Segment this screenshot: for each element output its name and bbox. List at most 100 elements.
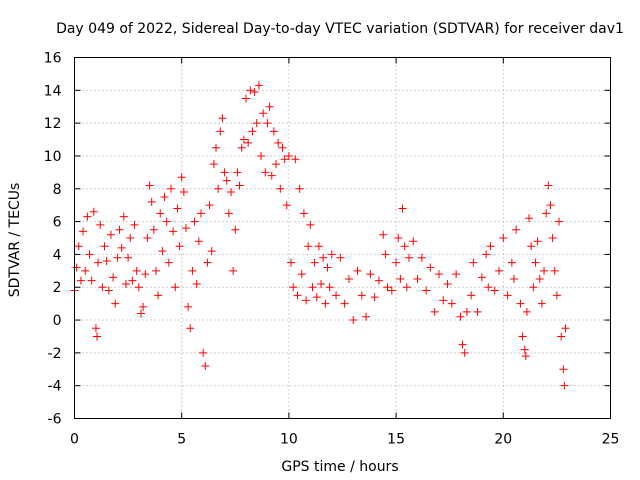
data-point xyxy=(512,225,521,234)
data-point xyxy=(237,143,246,152)
data-point xyxy=(443,279,452,288)
data-point xyxy=(546,201,555,210)
data-point xyxy=(533,237,542,246)
data-point xyxy=(291,155,300,164)
data-point xyxy=(126,234,135,242)
data-point xyxy=(218,114,227,123)
data-point xyxy=(274,138,283,147)
data-point xyxy=(312,293,321,302)
data-point xyxy=(104,286,113,295)
data-point xyxy=(265,102,274,111)
data-point xyxy=(173,204,182,213)
data-point xyxy=(340,299,349,308)
data-point xyxy=(507,258,516,267)
data-point xyxy=(261,168,270,177)
data-point xyxy=(370,293,379,302)
data-point xyxy=(557,332,566,341)
data-point xyxy=(100,242,109,251)
data-point xyxy=(314,242,323,251)
data-point xyxy=(460,348,469,357)
data-point xyxy=(134,283,143,292)
y-tick-label: 16 xyxy=(44,51,62,67)
data-point xyxy=(242,94,251,103)
data-point xyxy=(169,227,178,236)
data-points xyxy=(70,81,570,390)
data-point xyxy=(259,109,268,118)
data-point xyxy=(535,275,544,284)
data-point xyxy=(227,188,236,197)
data-point xyxy=(278,143,287,152)
data-point xyxy=(248,127,257,136)
data-point xyxy=(357,291,366,300)
data-point xyxy=(147,197,156,206)
data-point xyxy=(374,276,383,285)
data-point xyxy=(362,312,371,321)
data-point xyxy=(115,225,124,234)
data-point xyxy=(149,225,158,234)
y-ticks: -6 -4 -2 0 2 4 6 8 10 12 14 16 xyxy=(44,51,611,428)
data-point xyxy=(121,279,130,288)
data-point xyxy=(184,302,193,311)
data-point xyxy=(214,184,223,193)
data-point xyxy=(91,324,100,333)
data-point xyxy=(499,234,508,242)
data-point xyxy=(156,209,165,218)
data-point xyxy=(537,299,546,308)
data-point xyxy=(87,276,96,285)
data-point xyxy=(128,276,137,285)
data-point xyxy=(81,266,90,275)
data-point xyxy=(83,212,92,221)
data-point xyxy=(552,291,561,300)
x-tick-label: 15 xyxy=(387,432,405,448)
plot-frame xyxy=(74,57,611,419)
data-point xyxy=(220,168,229,177)
data-point xyxy=(439,296,448,305)
data-point xyxy=(417,253,426,262)
data-point xyxy=(527,242,536,251)
data-point xyxy=(287,258,296,267)
data-point xyxy=(186,324,195,333)
data-point xyxy=(477,273,486,282)
x-tick-label: 5 xyxy=(177,432,186,448)
data-point xyxy=(310,258,319,267)
data-point xyxy=(293,291,302,300)
data-point xyxy=(143,234,152,242)
data-point xyxy=(392,258,401,267)
x-tick-label: 0 xyxy=(70,432,79,448)
data-point xyxy=(458,340,467,349)
data-point xyxy=(422,286,431,295)
data-point xyxy=(518,332,527,341)
x-tick-label: 25 xyxy=(602,432,620,448)
data-point xyxy=(269,127,278,136)
data-point xyxy=(117,243,126,252)
data-point xyxy=(250,87,259,96)
data-point xyxy=(383,283,392,292)
data-point xyxy=(85,250,94,259)
data-point xyxy=(336,253,345,262)
data-point xyxy=(276,184,285,193)
data-point xyxy=(132,266,141,275)
data-point xyxy=(177,173,186,182)
data-point xyxy=(398,204,407,213)
data-point xyxy=(394,234,403,242)
data-point xyxy=(561,324,570,333)
x-ticks: 0 5 10 15 20 25 xyxy=(70,57,620,448)
data-point xyxy=(353,266,362,275)
data-point xyxy=(171,283,180,292)
data-point xyxy=(295,184,304,193)
data-point xyxy=(349,316,358,325)
data-point xyxy=(540,266,549,275)
data-point xyxy=(263,119,272,128)
data-point xyxy=(462,307,471,316)
data-point xyxy=(94,258,103,267)
data-point xyxy=(304,242,313,251)
data-point xyxy=(72,263,81,272)
data-point xyxy=(379,230,388,239)
data-point xyxy=(74,242,83,251)
y-axis-label: SDTVAR / TECUs xyxy=(7,183,23,298)
data-point xyxy=(164,258,173,267)
data-point xyxy=(452,270,461,279)
data-point xyxy=(544,181,553,190)
data-point xyxy=(280,155,289,164)
data-point xyxy=(89,207,98,216)
